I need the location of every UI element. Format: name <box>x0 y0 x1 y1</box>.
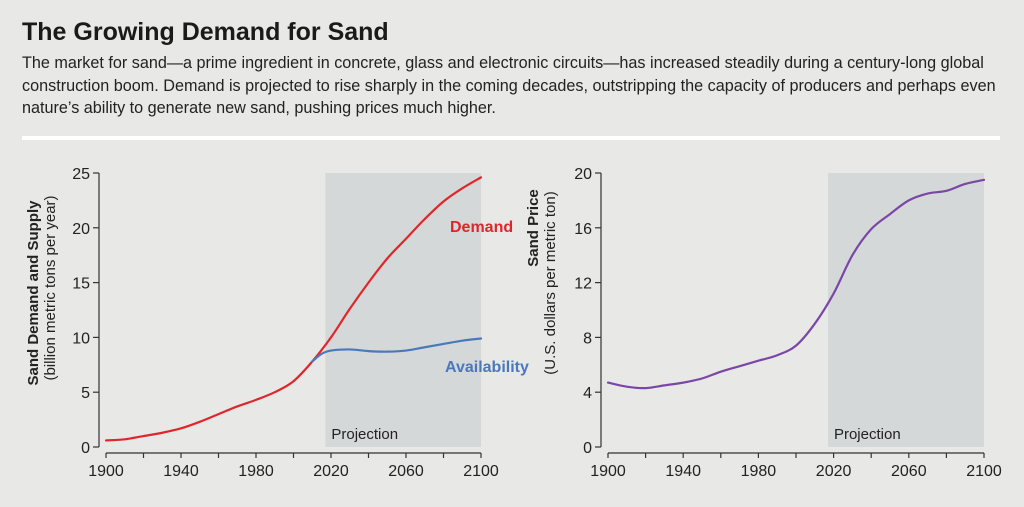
y-tick-label: 0 <box>81 440 90 457</box>
series-label-demand: Demand <box>450 219 513 236</box>
chart-subtitle: The market for sand—a prime ingredient i… <box>22 54 996 117</box>
y-tick-label: 20 <box>72 221 90 238</box>
series-line-price <box>606 178 986 390</box>
y-tick-label: 4 <box>583 385 592 402</box>
projection-shade <box>325 173 481 447</box>
x-tick-label: 1940 <box>163 463 199 480</box>
projection-label: Projection <box>834 426 901 443</box>
y-tick-label: 20 <box>574 166 592 183</box>
series-line-demand <box>104 176 483 442</box>
chart-title: The Growing Demand for Sand <box>22 18 389 46</box>
y-tick-label: 10 <box>72 330 90 347</box>
x-tick-label: 1980 <box>741 463 777 480</box>
y-axis-title: Sand Price <box>525 189 542 267</box>
y-tick-label: 16 <box>574 221 592 238</box>
y-axis-title: Sand Demand and Supply <box>25 200 42 386</box>
x-tick-label: 1900 <box>590 463 626 480</box>
series-line-availability <box>311 337 483 363</box>
x-tick-label: 2060 <box>891 463 927 480</box>
y-axis-subtitle: (billion metric tons per year) <box>42 195 59 380</box>
x-tick-label: 1980 <box>238 463 274 480</box>
projection-shade <box>827 173 984 447</box>
divider <box>22 136 1000 140</box>
x-tick-label: 1940 <box>665 463 701 480</box>
x-tick-label: 2020 <box>313 463 349 480</box>
y-tick-label: 0 <box>583 440 592 457</box>
y-axis-subtitle: (U.S. dollars per metric ton) <box>542 191 559 374</box>
y-tick-label: 12 <box>574 276 592 293</box>
x-tick-label: 2060 <box>388 463 424 480</box>
x-tick-label: 1900 <box>88 463 124 480</box>
x-tick-label: 2100 <box>966 463 1002 480</box>
x-tick-label: 2100 <box>463 463 499 480</box>
y-tick-label: 5 <box>81 385 90 402</box>
x-tick-label: 2020 <box>816 463 852 480</box>
y-tick-label: 25 <box>72 166 90 183</box>
y-tick-label: 15 <box>72 276 90 293</box>
projection-label: Projection <box>331 426 398 443</box>
series-label-availability: Availability <box>445 359 529 376</box>
y-tick-label: 8 <box>583 330 592 347</box>
